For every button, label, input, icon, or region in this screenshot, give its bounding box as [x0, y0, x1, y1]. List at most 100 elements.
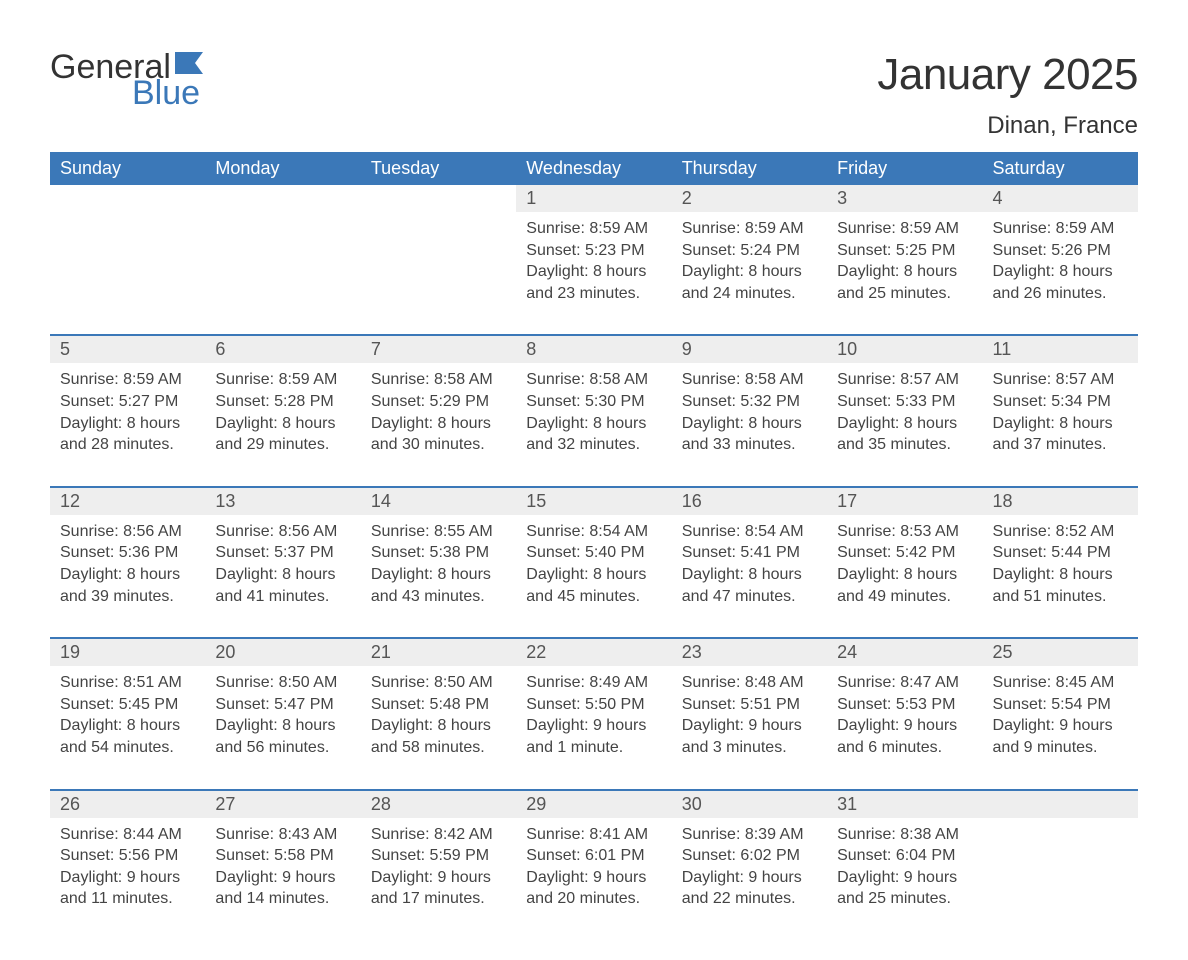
sunrise-text: Sunrise: 8:45 AM [993, 672, 1128, 694]
sunset-text: Sunset: 5:56 PM [60, 845, 195, 867]
day-number-cell: 15 [516, 487, 671, 515]
day-content-row: Sunrise: 8:59 AMSunset: 5:27 PMDaylight:… [50, 363, 1138, 486]
day-number: 29 [526, 794, 546, 814]
day-content-cell: Sunrise: 8:58 AMSunset: 5:29 PMDaylight:… [361, 363, 516, 486]
day-content-cell: Sunrise: 8:56 AMSunset: 5:37 PMDaylight:… [205, 515, 360, 638]
day-number-cell: 30 [672, 790, 827, 818]
day-content-cell: Sunrise: 8:43 AMSunset: 5:58 PMDaylight:… [205, 818, 360, 920]
sunrise-text: Sunrise: 8:59 AM [60, 369, 195, 391]
daylight-text: Daylight: 8 hours and 51 minutes. [993, 564, 1128, 607]
daylight-text: Daylight: 8 hours and 45 minutes. [526, 564, 661, 607]
day-number-cell: 22 [516, 638, 671, 666]
calendar-body: 1234Sunrise: 8:59 AMSunset: 5:23 PMDayli… [50, 185, 1138, 920]
day-number: 16 [682, 491, 702, 511]
weekday-header: Monday [205, 152, 360, 185]
weekday-header: Wednesday [516, 152, 671, 185]
day-content-cell: Sunrise: 8:48 AMSunset: 5:51 PMDaylight:… [672, 666, 827, 789]
day-number-cell: 31 [827, 790, 982, 818]
day-number-cell: 8 [516, 335, 671, 363]
day-number-row: 567891011 [50, 335, 1138, 363]
day-number: 3 [837, 188, 847, 208]
day-content-cell: Sunrise: 8:39 AMSunset: 6:02 PMDaylight:… [672, 818, 827, 920]
day-number: 7 [371, 339, 381, 359]
sunset-text: Sunset: 5:25 PM [837, 240, 972, 262]
weekday-header: Saturday [983, 152, 1138, 185]
day-content-cell: Sunrise: 8:45 AMSunset: 5:54 PMDaylight:… [983, 666, 1138, 789]
sunrise-text: Sunrise: 8:41 AM [526, 824, 661, 846]
daylight-text: Daylight: 8 hours and 24 minutes. [682, 261, 817, 304]
day-content-cell [205, 212, 360, 335]
day-number: 8 [526, 339, 536, 359]
sunrise-text: Sunrise: 8:54 AM [526, 521, 661, 543]
day-number: 14 [371, 491, 391, 511]
day-number-cell: 1 [516, 185, 671, 212]
daylight-text: Daylight: 8 hours and 54 minutes. [60, 715, 195, 758]
sunset-text: Sunset: 5:23 PM [526, 240, 661, 262]
sunset-text: Sunset: 5:59 PM [371, 845, 506, 867]
sunrise-text: Sunrise: 8:58 AM [682, 369, 817, 391]
day-number: 2 [682, 188, 692, 208]
sunrise-text: Sunrise: 8:47 AM [837, 672, 972, 694]
day-number-cell: 10 [827, 335, 982, 363]
sunrise-text: Sunrise: 8:56 AM [60, 521, 195, 543]
day-number-cell: 6 [205, 335, 360, 363]
location-label: Dinan, France [877, 112, 1138, 140]
daylight-text: Daylight: 9 hours and 9 minutes. [993, 715, 1128, 758]
day-number-cell: 16 [672, 487, 827, 515]
day-content-row: Sunrise: 8:44 AMSunset: 5:56 PMDaylight:… [50, 818, 1138, 920]
sunset-text: Sunset: 5:28 PM [215, 391, 350, 413]
daylight-text: Daylight: 9 hours and 3 minutes. [682, 715, 817, 758]
day-content-cell: Sunrise: 8:59 AMSunset: 5:25 PMDaylight:… [827, 212, 982, 335]
title-block: January 2025 Dinan, France [877, 50, 1138, 140]
sunset-text: Sunset: 5:50 PM [526, 694, 661, 716]
day-content-cell: Sunrise: 8:59 AMSunset: 5:27 PMDaylight:… [50, 363, 205, 486]
daylight-text: Daylight: 8 hours and 25 minutes. [837, 261, 972, 304]
sunrise-text: Sunrise: 8:39 AM [682, 824, 817, 846]
day-content-cell: Sunrise: 8:49 AMSunset: 5:50 PMDaylight:… [516, 666, 671, 789]
daylight-text: Daylight: 8 hours and 37 minutes. [993, 413, 1128, 456]
sunset-text: Sunset: 5:38 PM [371, 542, 506, 564]
daylight-text: Daylight: 9 hours and 11 minutes. [60, 867, 195, 910]
sunset-text: Sunset: 5:36 PM [60, 542, 195, 564]
day-content-cell: Sunrise: 8:53 AMSunset: 5:42 PMDaylight:… [827, 515, 982, 638]
day-content-cell: Sunrise: 8:57 AMSunset: 5:34 PMDaylight:… [983, 363, 1138, 486]
sunrise-text: Sunrise: 8:59 AM [215, 369, 350, 391]
day-number: 10 [837, 339, 857, 359]
logo: General Blue [50, 50, 211, 110]
day-content-cell: Sunrise: 8:59 AMSunset: 5:24 PMDaylight:… [672, 212, 827, 335]
day-content-cell: Sunrise: 8:57 AMSunset: 5:33 PMDaylight:… [827, 363, 982, 486]
day-number-cell: 17 [827, 487, 982, 515]
day-number: 15 [526, 491, 546, 511]
weekday-header: Tuesday [361, 152, 516, 185]
day-content-cell [983, 818, 1138, 920]
day-number-cell: 11 [983, 335, 1138, 363]
day-number: 22 [526, 642, 546, 662]
day-number-cell: 14 [361, 487, 516, 515]
day-content-cell [361, 212, 516, 335]
day-number: 12 [60, 491, 80, 511]
sunset-text: Sunset: 5:40 PM [526, 542, 661, 564]
daylight-text: Daylight: 8 hours and 33 minutes. [682, 413, 817, 456]
day-content-cell: Sunrise: 8:58 AMSunset: 5:32 PMDaylight:… [672, 363, 827, 486]
day-content-cell: Sunrise: 8:50 AMSunset: 5:47 PMDaylight:… [205, 666, 360, 789]
weekday-header: Friday [827, 152, 982, 185]
sunset-text: Sunset: 5:44 PM [993, 542, 1128, 564]
sunset-text: Sunset: 5:42 PM [837, 542, 972, 564]
sunset-text: Sunset: 5:26 PM [993, 240, 1128, 262]
daylight-text: Daylight: 8 hours and 41 minutes. [215, 564, 350, 607]
day-content-row: Sunrise: 8:59 AMSunset: 5:23 PMDaylight:… [50, 212, 1138, 335]
day-number-cell: 21 [361, 638, 516, 666]
day-number-cell: 3 [827, 185, 982, 212]
day-number: 17 [837, 491, 857, 511]
day-number: 21 [371, 642, 391, 662]
daylight-text: Daylight: 8 hours and 56 minutes. [215, 715, 350, 758]
day-number: 25 [993, 642, 1013, 662]
day-content-cell: Sunrise: 8:41 AMSunset: 6:01 PMDaylight:… [516, 818, 671, 920]
sunrise-text: Sunrise: 8:58 AM [371, 369, 506, 391]
daylight-text: Daylight: 8 hours and 47 minutes. [682, 564, 817, 607]
day-content-cell: Sunrise: 8:38 AMSunset: 6:04 PMDaylight:… [827, 818, 982, 920]
day-content-cell: Sunrise: 8:54 AMSunset: 5:40 PMDaylight:… [516, 515, 671, 638]
logo-text-blue: Blue [132, 76, 211, 110]
day-number-cell: 2 [672, 185, 827, 212]
day-content-cell: Sunrise: 8:56 AMSunset: 5:36 PMDaylight:… [50, 515, 205, 638]
